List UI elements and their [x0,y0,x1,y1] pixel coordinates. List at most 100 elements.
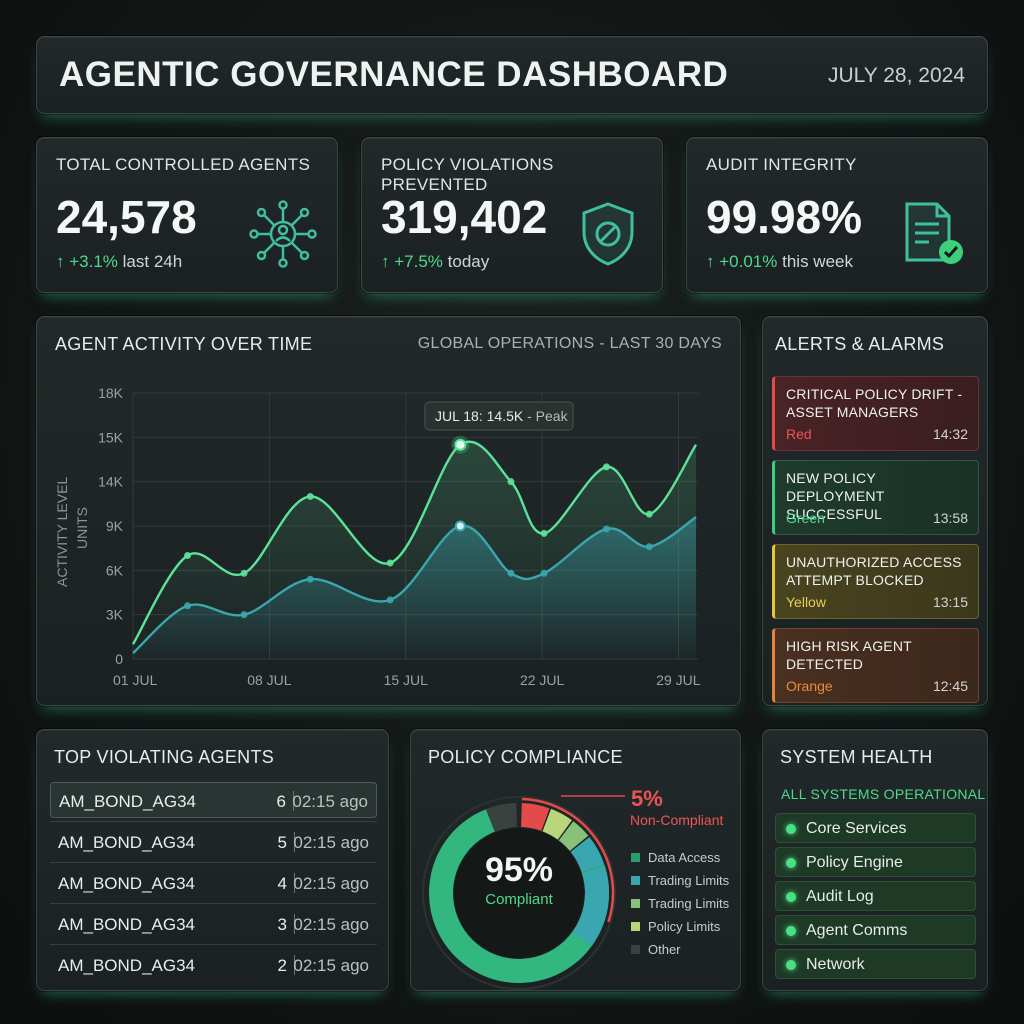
y-tick-label: 18K [98,385,124,401]
kpi-delta-value: +0.01% [719,252,778,271]
policy-compliance-panel: POLICY COMPLIANCE 95% Compliant 5% Non-C… [410,729,741,991]
donut-segment-noncompliant[interactable] [521,803,550,831]
legend-item: Other [631,942,681,957]
donut-segment-other[interactable] [485,803,517,832]
data-point[interactable] [240,611,248,619]
table-row[interactable]: AM_BOND_AG34 4 02:15 ago [50,865,377,901]
alert-level: Yellow [786,594,826,610]
data-point[interactable] [540,569,548,577]
alert-policy-deployment[interactable]: NEW POLICY DEPLOYMENT SUCCESSFUL Green 1… [772,460,979,535]
legend-swatch [631,922,640,931]
donut-segment-trading-limits[interactable] [570,836,605,873]
kpi-card-violations-prevented[interactable]: POLICY VIOLATIONS PREVENTED 319,402 ↑ +7… [361,137,663,293]
data-point[interactable] [184,552,192,560]
table-row[interactable]: AM_BOND_AG34 5 02:15 ago [50,824,377,860]
last-seen: 02:15 ago [292,792,368,811]
system-health-panel: SYSTEM HEALTH ALL SYSTEMS OPERATIONAL Co… [762,729,988,991]
compliant-label: Compliant [485,891,553,908]
data-point[interactable] [386,559,394,567]
alerts-title: ALERTS & ALARMS [775,334,945,354]
data-point[interactable] [645,543,653,551]
donut-segment-trading-limits[interactable] [558,821,589,851]
divider [50,862,377,863]
alert-level: Orange [786,678,833,694]
activity-subtitle: GLOBAL OPERATIONS - LAST 30 DAYS [417,335,722,352]
health-item-label: Core Services [806,820,907,837]
kpi-card-audit-integrity[interactable]: AUDIT INTEGRITY 99.98% ↑ +0.01% this wee… [686,137,988,293]
data-point[interactable] [507,569,515,577]
x-tick-label: 08 JUL [247,672,292,688]
legend-item: Data Access [631,850,720,865]
donut-outer-ring [422,796,616,990]
donut-segment-data-access[interactable] [572,866,609,946]
health-item-label: Agent Comms [806,922,908,939]
health-title: SYSTEM HEALTH [780,747,933,767]
data-point[interactable] [602,463,610,471]
kpi-value: 319,402 [381,191,548,243]
agent-network-icon [249,200,317,268]
health-item-label: Audit Log [806,888,874,905]
data-point[interactable] [645,510,653,518]
y-tick-label: 15K [98,429,124,445]
kpi-card-total-agents[interactable]: TOTAL CONTROLLED AGENTS 24,578 ↑ +3.1% l… [36,137,338,293]
legend-swatch [631,945,640,954]
peak-marker[interactable] [454,438,467,451]
violation-count: 3 [277,915,287,934]
table-row[interactable]: AM_BOND_AG34 3 02:15 ago [50,906,377,942]
kpi-value: 99.98% [706,191,863,243]
series-line [131,440,698,645]
y-tick-label: 9K [106,518,124,534]
alert-unauthorized-access[interactable]: UNAUTHORIZED ACCESS ATTEMPT BLOCKED Yell… [772,544,979,619]
health-item-label: Network [806,956,865,973]
peak-tooltip-text: JUL 18: 14.5K - Peak [435,408,569,424]
dashboard-title: AGENTIC GOVERNANCE DASHBOARD [59,55,729,94]
kpi-value: 24,578 [56,191,197,243]
x-tick-label: 22 JUL [520,672,565,688]
arrow-up-icon: ↑ [381,252,390,271]
activity-title: AGENT ACTIVITY OVER TIME [55,334,313,354]
data-point[interactable] [540,529,548,537]
alert-high-risk-agent[interactable]: HIGH RISK AGENT DETECTED Orange 12:45 [772,628,979,703]
activity-line-chart[interactable]: 0 3K 6K 9K 14K 15K 18K 01 JUL 08 JUL 15 JUL 22 JUL… [37,317,740,705]
agent-name: AM_BOND_AG34 [58,915,195,934]
data-point[interactable] [240,569,248,577]
kpi-delta-period: today [447,252,490,271]
dashboard-date: JULY 28, 2024 [828,64,965,87]
document-check-icon [905,202,963,264]
status-dot-icon [786,858,796,868]
violation-count: 6 [276,792,286,811]
data-point[interactable] [602,525,610,533]
top-violators-panel: TOP VIOLATING AGENTS AM_BOND_AG34 6 02:1… [36,729,389,991]
legend-item: Trading Limits [631,896,729,911]
data-point[interactable] [184,602,192,610]
alert-time: 13:58 [932,510,968,526]
status-dot-icon [786,960,796,970]
divider [294,873,295,893]
health-item-agent-comms[interactable]: Agent Comms [775,915,976,945]
health-item-core-services[interactable]: Core Services [775,813,976,843]
data-point[interactable] [507,478,515,486]
alert-critical-policy-drift[interactable]: CRITICAL POLICY DRIFT - ASSET MANAGERS R… [772,376,979,451]
data-point[interactable] [306,492,314,500]
agent-name: AM_BOND_AG34 [58,956,195,975]
table-row[interactable]: AM_BOND_AG34 2 02:15 ago [50,947,377,983]
donut-segment-policy-limits[interactable] [542,808,572,840]
data-point[interactable] [454,520,466,532]
compliance-title: POLICY COMPLIANCE [428,747,623,767]
health-item-network[interactable]: Network [775,949,976,979]
alert-level: Green [786,510,825,526]
health-item-audit-log[interactable]: Audit Log [775,881,976,911]
alert-text: HIGH RISK AGENT DETECTED [786,638,912,672]
agent-name: AM_BOND_AG34 [59,792,196,811]
y-tick-label: 3K [106,607,124,623]
health-item-policy-engine[interactable]: Policy Engine [775,847,976,877]
last-seen: 02:15 ago [293,874,369,893]
compliance-donut-chart[interactable]: 95% Compliant 5% Non-Compliant [411,730,740,990]
x-tick-label: 01 JUL [113,672,158,688]
data-point[interactable] [386,596,394,604]
alert-text: NEW POLICY DEPLOYMENT SUCCESSFUL [786,470,885,522]
data-point[interactable] [306,575,314,583]
peak-tooltip [424,401,574,431]
table-row[interactable]: AM_BOND_AG34 6 02:15 ago [50,782,377,818]
divider [50,944,377,945]
